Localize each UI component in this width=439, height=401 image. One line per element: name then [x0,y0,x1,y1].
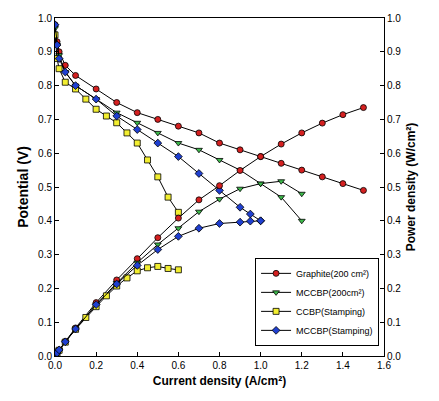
svg-text:0.6: 0.6 [387,148,401,159]
svg-text:0.6: 0.6 [38,148,52,159]
svg-text:0.4: 0.4 [38,215,52,226]
svg-text:0.5: 0.5 [387,182,401,193]
svg-text:0.8: 0.8 [387,80,401,91]
svg-text:Power density (W/cm²): Power density (W/cm²) [404,123,418,252]
svg-text:0.1: 0.1 [387,317,401,328]
svg-text:0.9: 0.9 [387,46,401,57]
svg-text:1.6: 1.6 [377,360,391,371]
svg-text:CCBP(Stamping): CCBP(Stamping) [296,307,365,317]
svg-text:0.2: 0.2 [89,360,103,371]
svg-text:0.5: 0.5 [38,182,52,193]
svg-text:Current density (A/cm²): Current density (A/cm²) [153,374,286,388]
svg-text:0.7: 0.7 [38,114,52,125]
svg-text:1.0: 1.0 [387,13,401,24]
svg-text:0.0: 0.0 [38,351,52,362]
svg-text:0.4: 0.4 [130,360,144,371]
svg-text:1.0: 1.0 [254,360,268,371]
svg-text:0.4: 0.4 [387,215,401,226]
svg-text:MCCBP(Stamping): MCCBP(Stamping) [296,326,373,336]
svg-text:0.9: 0.9 [38,46,52,57]
svg-text:0.0: 0.0 [387,351,401,362]
svg-text:1.0: 1.0 [38,13,52,24]
svg-text:0.7: 0.7 [387,114,401,125]
svg-text:0.6: 0.6 [171,360,185,371]
svg-text:0.8: 0.8 [213,360,227,371]
svg-text:0.3: 0.3 [387,249,401,260]
svg-text:1.2: 1.2 [295,360,309,371]
svg-text:Graphite(200 cm²): Graphite(200 cm²) [296,269,369,279]
svg-text:0.0: 0.0 [48,360,62,371]
svg-text:Potential (V): Potential (V) [15,146,31,228]
svg-text:0.3: 0.3 [38,249,52,260]
svg-text:0.2: 0.2 [38,283,52,294]
svg-text:0.8: 0.8 [38,80,52,91]
svg-text:MCCBP(200cm²): MCCBP(200cm²) [296,288,365,298]
svg-text:1.4: 1.4 [336,360,350,371]
svg-text:0.2: 0.2 [387,283,401,294]
svg-text:0.1: 0.1 [38,317,52,328]
